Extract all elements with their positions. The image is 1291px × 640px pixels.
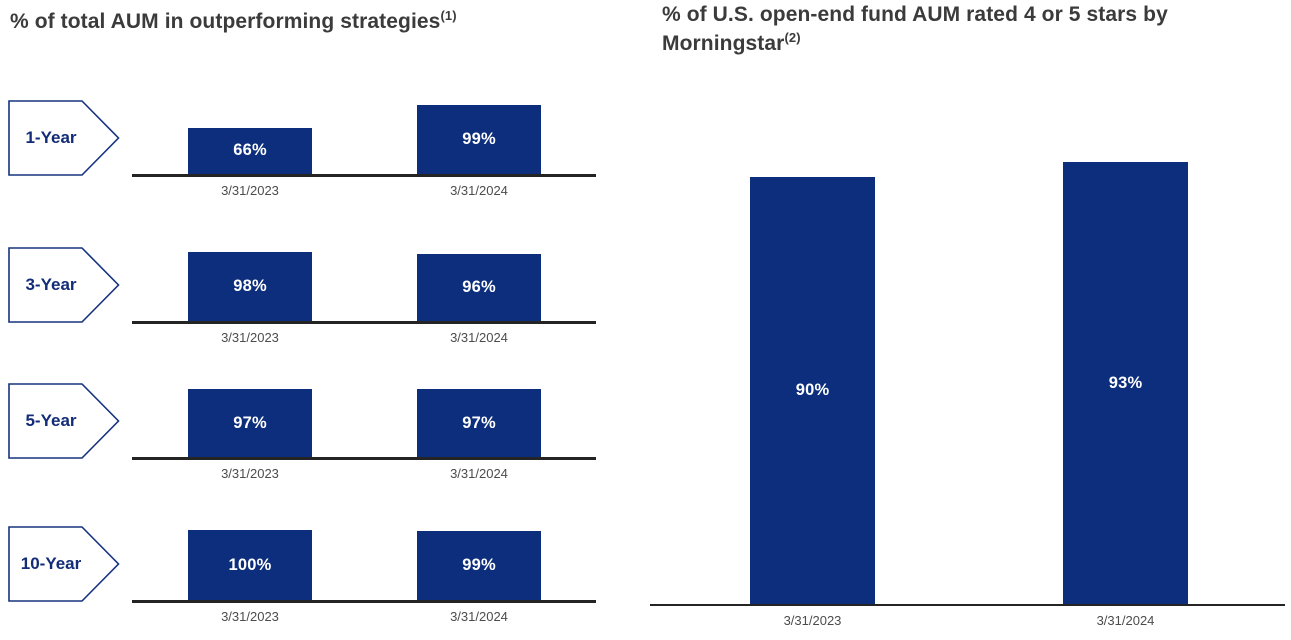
left-chart-title-text: % of total AUM in outperforming strategi…: [10, 10, 441, 33]
bar-value-label: 90%: [795, 380, 830, 399]
right-chart-footnote-marker: (2): [784, 29, 801, 45]
left-chart-footnote-marker: (1): [440, 8, 457, 23]
right-chart-title: % of U.S. open-end fund AUM rated 4 or 5…: [662, 1, 1264, 58]
bar-morningstar-3/31/2023: 90%: [750, 176, 875, 604]
left-chart-title: % of total AUM in outperforming strategi…: [10, 8, 630, 37]
bar-value-label: 93%: [1108, 373, 1143, 392]
x-axis-tick-label: 3/31/2024: [1096, 613, 1155, 628]
morningstar-rated-aum-chart: % of U.S. open-end fund AUM rated 4 or 5…: [645, 0, 1291, 640]
right-axis-line: [650, 604, 1285, 606]
bar-morningstar-3/31/2024: 93%: [1063, 162, 1188, 605]
x-axis-tick-label: 3/31/2023: [783, 613, 842, 628]
right-chart-title-text: % of U.S. open-end fund AUM rated 4 or 5…: [662, 3, 1168, 55]
